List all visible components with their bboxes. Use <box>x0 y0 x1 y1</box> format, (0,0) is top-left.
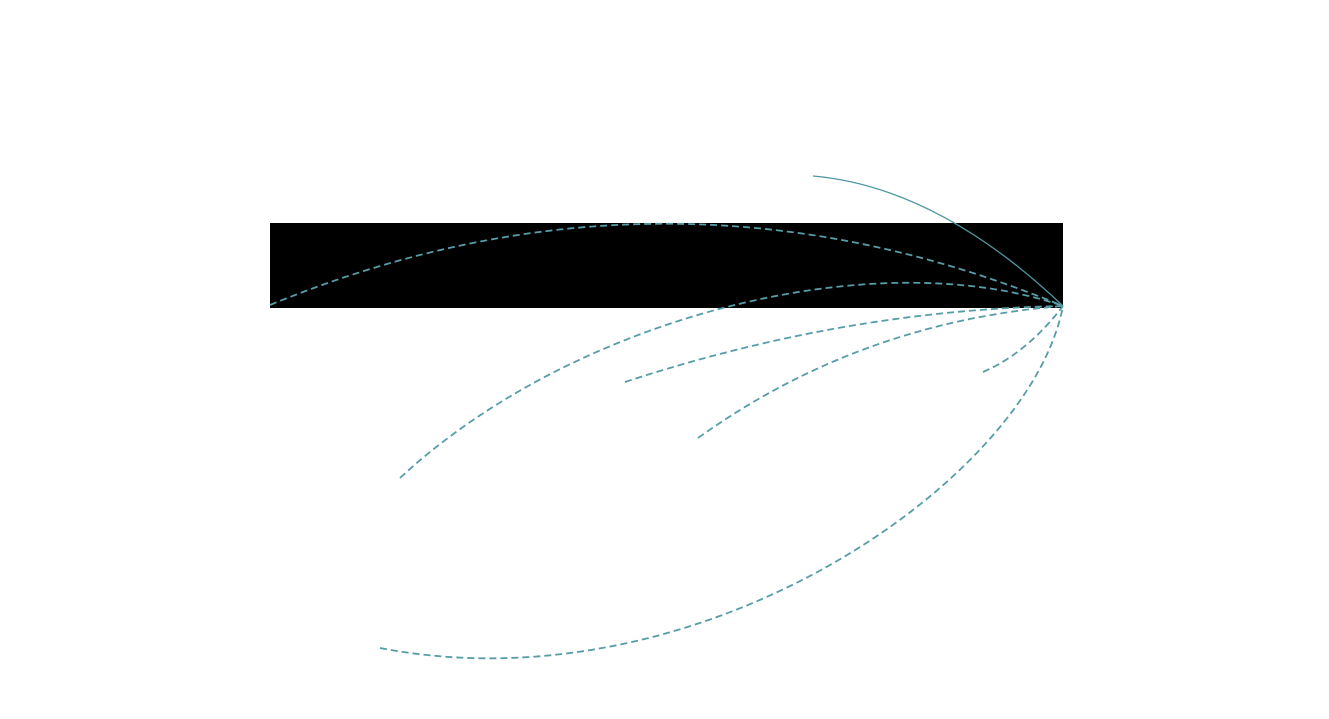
arc-top-span <box>269 222 1064 307</box>
arc-upper-solid <box>812 175 1064 307</box>
black-block <box>270 223 1063 308</box>
arc-left-long <box>399 281 1064 479</box>
arc-mid-lower <box>697 305 1064 439</box>
arc-bottom-sweep <box>379 305 1064 660</box>
arc-short <box>982 305 1064 373</box>
arc-mid-upper <box>624 305 1064 383</box>
